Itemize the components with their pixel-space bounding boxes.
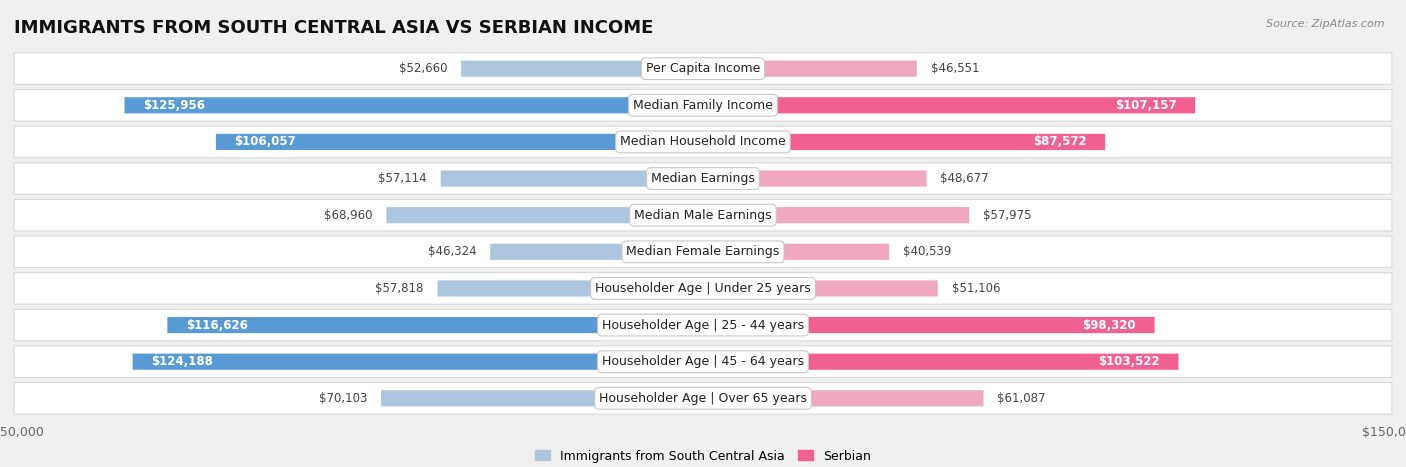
Text: $125,956: $125,956 [143,99,205,112]
FancyBboxPatch shape [491,244,703,260]
Text: $57,975: $57,975 [983,209,1032,222]
FancyBboxPatch shape [14,199,1392,231]
Text: $103,522: $103,522 [1098,355,1160,368]
FancyBboxPatch shape [14,346,1392,377]
FancyBboxPatch shape [14,90,1392,121]
FancyBboxPatch shape [217,134,703,150]
Text: $106,057: $106,057 [235,135,297,149]
Text: $124,188: $124,188 [150,355,212,368]
FancyBboxPatch shape [437,280,703,297]
FancyBboxPatch shape [167,317,703,333]
FancyBboxPatch shape [703,280,938,297]
FancyBboxPatch shape [14,309,1392,341]
Text: $52,660: $52,660 [399,62,447,75]
FancyBboxPatch shape [14,382,1392,414]
FancyBboxPatch shape [14,273,1392,304]
Text: $57,818: $57,818 [375,282,423,295]
Text: Householder Age | Over 65 years: Householder Age | Over 65 years [599,392,807,405]
FancyBboxPatch shape [125,97,703,113]
Text: Median Male Earnings: Median Male Earnings [634,209,772,222]
Text: $98,320: $98,320 [1083,318,1136,332]
Text: $107,157: $107,157 [1115,99,1177,112]
Text: $51,106: $51,106 [952,282,1000,295]
Text: IMMIGRANTS FROM SOUTH CENTRAL ASIA VS SERBIAN INCOME: IMMIGRANTS FROM SOUTH CENTRAL ASIA VS SE… [14,19,654,37]
Text: $40,539: $40,539 [903,245,952,258]
FancyBboxPatch shape [14,53,1392,85]
Text: Per Capita Income: Per Capita Income [645,62,761,75]
Text: Householder Age | Under 25 years: Householder Age | Under 25 years [595,282,811,295]
Text: Median Family Income: Median Family Income [633,99,773,112]
FancyBboxPatch shape [461,61,703,77]
Text: Source: ZipAtlas.com: Source: ZipAtlas.com [1267,19,1385,28]
Text: $87,572: $87,572 [1033,135,1087,149]
Text: $48,677: $48,677 [941,172,988,185]
FancyBboxPatch shape [14,163,1392,194]
FancyBboxPatch shape [703,354,1178,370]
Text: $57,114: $57,114 [378,172,427,185]
FancyBboxPatch shape [381,390,703,406]
Text: $61,087: $61,087 [997,392,1046,405]
Text: $116,626: $116,626 [186,318,247,332]
FancyBboxPatch shape [703,244,889,260]
FancyBboxPatch shape [703,317,1154,333]
Text: Median Earnings: Median Earnings [651,172,755,185]
Text: $68,960: $68,960 [323,209,373,222]
Text: Householder Age | 45 - 64 years: Householder Age | 45 - 64 years [602,355,804,368]
Text: Median Female Earnings: Median Female Earnings [627,245,779,258]
FancyBboxPatch shape [703,97,1195,113]
Text: Median Household Income: Median Household Income [620,135,786,149]
FancyBboxPatch shape [703,134,1105,150]
Text: Householder Age | 25 - 44 years: Householder Age | 25 - 44 years [602,318,804,332]
FancyBboxPatch shape [703,390,984,406]
FancyBboxPatch shape [703,207,969,223]
FancyBboxPatch shape [132,354,703,370]
FancyBboxPatch shape [703,61,917,77]
Legend: Immigrants from South Central Asia, Serbian: Immigrants from South Central Asia, Serb… [536,450,870,463]
Text: $46,551: $46,551 [931,62,979,75]
FancyBboxPatch shape [14,126,1392,158]
FancyBboxPatch shape [440,170,703,187]
Text: $70,103: $70,103 [319,392,367,405]
FancyBboxPatch shape [387,207,703,223]
FancyBboxPatch shape [14,236,1392,268]
FancyBboxPatch shape [703,170,927,187]
Text: $46,324: $46,324 [427,245,477,258]
